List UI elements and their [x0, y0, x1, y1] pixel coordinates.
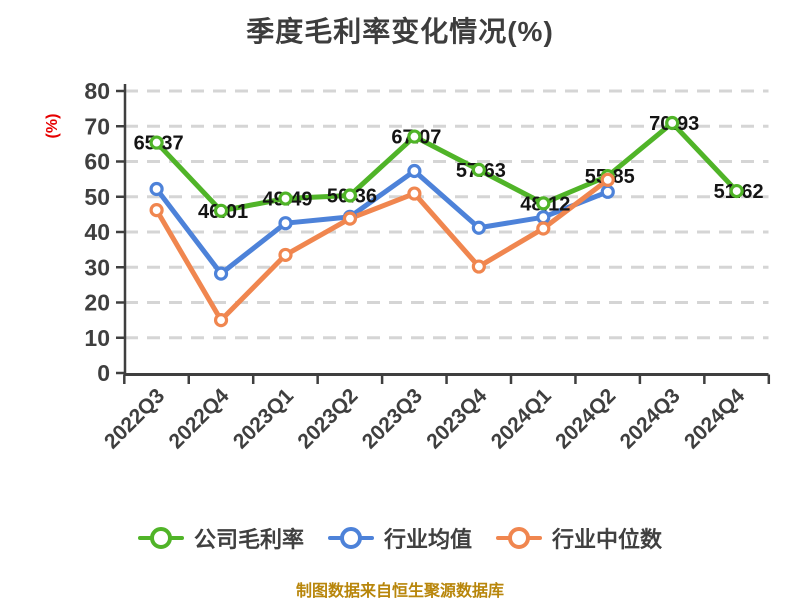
x-axis-label: 2024Q2 [551, 384, 620, 453]
series-0-marker [278, 191, 293, 206]
legend-label: 行业中位数 [552, 527, 663, 552]
series-1-marker [407, 163, 422, 179]
y-axis-label: 20 [84, 290, 110, 316]
series-0-line [154, 120, 740, 214]
legend-label: 行业均值 [383, 527, 472, 552]
x-axis-label: 2024Q3 [616, 384, 685, 453]
legend-item-series-1[interactable]: 行业均值 [327, 522, 472, 554]
series-2-marker [536, 221, 551, 236]
series-2-marker [342, 211, 358, 226]
series-2-marker [149, 203, 164, 218]
y-axis-label: 50 [84, 184, 110, 210]
legend-item-series-0[interactable]: 公司毛利率 [137, 522, 304, 554]
x-axis-label: 2022Q4 [164, 384, 233, 453]
x-axis-label: 2023Q3 [358, 384, 427, 453]
chart-title: 季度毛利率变化情况(%) [246, 16, 554, 47]
series-2-marker [213, 313, 229, 328]
y-axis-label: 10 [84, 325, 110, 351]
x-axis-label: 2024Q4 [680, 384, 749, 453]
series-1-marker [213, 266, 229, 281]
y-axis-label: 40 [84, 219, 110, 245]
series-1-marker [149, 181, 164, 197]
series-1-marker [600, 184, 615, 199]
series-2-marker [600, 172, 615, 187]
y-axis-unit-label: (%) [44, 114, 61, 139]
y-axis-label: 0 [97, 360, 110, 386]
y-axis-label: 30 [84, 254, 110, 280]
series-0-marker [213, 203, 229, 218]
x-axis-label: 2023Q2 [293, 384, 362, 453]
footer-note: 制图数据来自恒生聚源数据库 [295, 583, 504, 600]
y-axis-label: 80 [84, 78, 110, 104]
series-1-line [154, 168, 611, 277]
series-0-marker [342, 188, 358, 203]
series-2-marker [407, 186, 422, 201]
series-0-marker [665, 115, 680, 131]
legend-marker-icon [496, 526, 542, 550]
y-axis-label: 70 [84, 113, 110, 139]
series-2-marker [278, 247, 293, 263]
series-0-marker [149, 135, 164, 150]
series-1-marker [536, 210, 551, 225]
series-2-marker [471, 259, 486, 274]
x-axis-label: 2022Q3 [100, 384, 169, 453]
x-axis-label: 2023Q4 [422, 384, 491, 453]
series-1-marker [471, 220, 486, 235]
series-0-marker [536, 196, 551, 211]
x-axis-label: 2024Q1 [487, 384, 556, 453]
series-0-marker [407, 129, 422, 144]
legend-marker-icon [327, 526, 374, 550]
legend-label: 公司毛利率 [193, 527, 304, 552]
x-axis-label: 2023Q1 [229, 384, 298, 453]
series-0-marker [729, 183, 744, 199]
y-axis-label: 60 [84, 149, 110, 175]
series-0-marker [471, 162, 486, 177]
legend-marker-icon [137, 526, 184, 550]
series-1-marker [278, 216, 293, 231]
legend-item-series-2[interactable]: 行业中位数 [496, 522, 662, 554]
legend: 公司毛利率 行业均值 行业中位数 [0, 518, 800, 558]
series-2-line [154, 177, 611, 323]
